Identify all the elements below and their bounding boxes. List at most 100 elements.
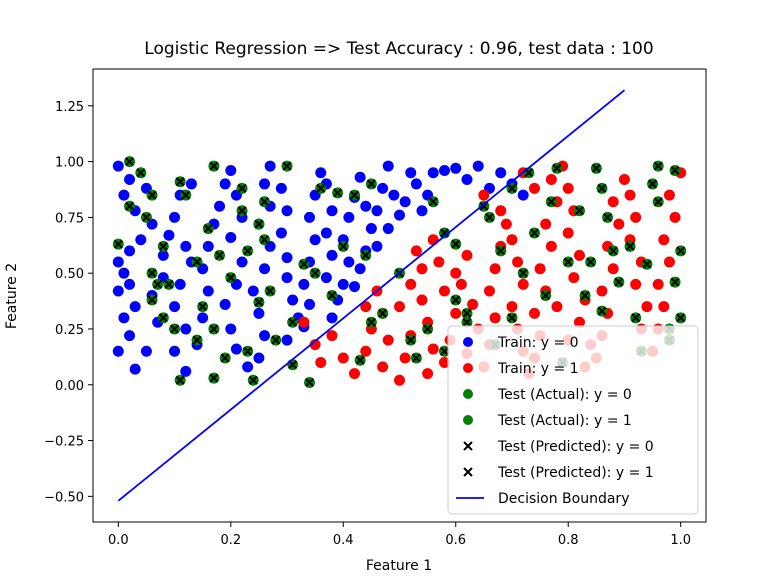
legend-marker	[463, 389, 473, 399]
test-predicted-marker	[254, 219, 264, 229]
train-y0-point	[129, 301, 141, 313]
train-y0-point	[326, 249, 338, 261]
train-y0-point	[371, 205, 383, 217]
test-predicted-marker	[316, 183, 326, 193]
train-y0-point	[236, 256, 248, 268]
train-y0-point	[337, 278, 349, 290]
legend-marker	[463, 337, 473, 347]
test-predicted-marker	[462, 317, 472, 327]
y-tick-label: 1.00	[55, 156, 84, 171]
train-y1-point	[478, 189, 490, 201]
train-y0-point	[124, 173, 136, 185]
legend-label: Test (Actual): y = 1	[497, 413, 632, 429]
train-y1-point	[573, 316, 585, 328]
test-predicted-marker	[158, 313, 168, 323]
test-predicted-marker	[147, 268, 157, 278]
train-y0-point	[214, 200, 226, 212]
test-predicted-marker	[625, 241, 635, 251]
train-y0-point	[281, 252, 293, 264]
train-y0-point	[169, 301, 181, 313]
test-predicted-marker	[529, 228, 539, 238]
train-y0-point	[377, 182, 389, 194]
train-y0-point	[112, 160, 124, 172]
y-tick-label: −0.25	[44, 435, 84, 450]
test-predicted-marker	[496, 246, 506, 256]
train-y0-point	[225, 323, 237, 335]
test-predicted-marker	[136, 168, 146, 178]
train-y1-point	[450, 307, 462, 319]
test-predicted-marker	[451, 239, 461, 249]
train-y0-point	[185, 178, 197, 190]
test-predicted-marker	[181, 190, 191, 200]
test-predicted-marker	[226, 273, 236, 283]
train-y0-point	[343, 211, 355, 223]
y-axis-ticks: −0.50 −0.25 0.00 0.25 0.50 0.75 1.00 1.25	[44, 100, 93, 505]
x-tick-label: 0.0	[108, 533, 129, 548]
y-tick-label: 0.75	[55, 211, 84, 226]
y-tick-label: 1.25	[55, 100, 84, 115]
x-tick-label: 0.8	[558, 533, 579, 548]
test-predicted-marker	[248, 375, 258, 385]
test-predicted-marker	[333, 188, 343, 198]
train-y1-point	[399, 352, 411, 364]
train-y1-point	[630, 278, 642, 290]
test-predicted-marker	[642, 259, 652, 269]
legend-label: Test (Predicted): y = 1	[497, 465, 654, 481]
train-y1-point	[360, 345, 372, 357]
train-y0-point	[180, 365, 192, 377]
test-predicted-marker	[305, 378, 315, 388]
train-y0-point	[253, 307, 265, 319]
test-predicted-marker	[288, 317, 298, 327]
test-predicted-marker	[406, 335, 416, 345]
plot-area	[112, 89, 687, 502]
test-predicted-marker	[164, 279, 174, 289]
train-y1-point	[416, 263, 428, 275]
test-predicted-marker	[586, 257, 596, 267]
test-predicted-marker	[209, 373, 219, 383]
test-predicted-marker	[648, 179, 658, 189]
train-y0-point	[219, 298, 231, 310]
train-y1-point	[545, 240, 557, 252]
train-y1-point	[545, 173, 557, 185]
chart-title: Logistic Regression => Test Accuracy : 0…	[144, 39, 653, 59]
train-y0-point	[275, 182, 287, 194]
test-predicted-marker	[653, 197, 663, 207]
test-predicted-marker	[378, 308, 388, 318]
train-y0-point	[281, 205, 293, 217]
test-predicted-marker	[147, 295, 157, 305]
train-y0-point	[118, 312, 130, 324]
y-axis-label: Feature 2	[4, 263, 20, 329]
test-predicted-marker	[170, 324, 180, 334]
train-y1-point	[394, 374, 405, 386]
legend-label: Train: y = 1	[497, 361, 579, 377]
train-y0-point	[343, 256, 355, 268]
test-predicted-marker	[676, 246, 686, 256]
train-y0-point	[140, 345, 152, 357]
train-y1-point	[540, 218, 552, 230]
train-y1-point	[495, 205, 507, 217]
train-y1-point	[438, 356, 450, 368]
test-predicted-marker	[591, 163, 601, 173]
train-y0-point	[259, 263, 271, 275]
test-predicted-marker	[141, 212, 151, 222]
train-y1-point	[573, 249, 585, 261]
train-y0-point	[281, 272, 293, 284]
train-y0-point	[112, 345, 124, 357]
train-y0-point	[427, 167, 439, 179]
test-predicted-marker	[215, 250, 225, 260]
train-y0-point	[124, 330, 136, 342]
test-predicted-marker	[265, 286, 275, 296]
test-predicted-marker	[282, 161, 292, 171]
train-y1-point	[618, 173, 630, 185]
train-y1-point	[568, 272, 580, 284]
train-y1-point	[455, 278, 467, 290]
train-y1-point	[309, 339, 321, 351]
test-predicted-marker	[158, 241, 168, 251]
train-y1-point	[624, 189, 636, 201]
x-tick-label: 0.2	[220, 533, 241, 548]
test-predicted-marker	[237, 206, 247, 216]
train-y0-point	[259, 330, 271, 342]
test-predicted-marker	[518, 268, 528, 278]
test-predicted-marker	[451, 295, 461, 305]
train-y1-point	[337, 352, 349, 364]
